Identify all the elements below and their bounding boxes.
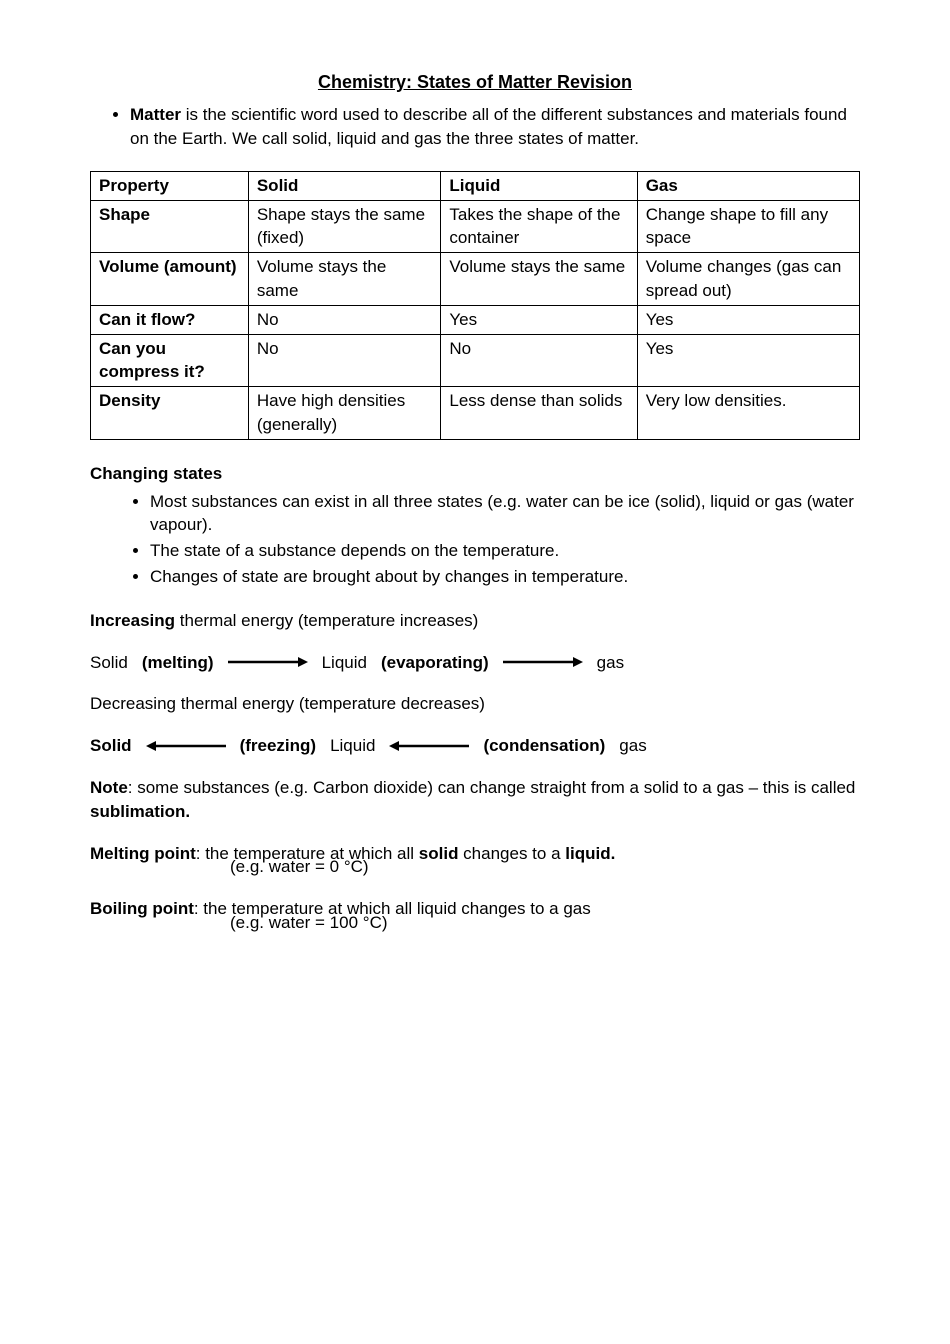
row-label: Volume (amount) [91, 253, 249, 306]
list-item: Most substances can exist in all three s… [150, 490, 860, 538]
th-gas: Gas [637, 171, 859, 200]
table-row: Density Have high densities (generally) … [91, 387, 860, 440]
arrow-left-icon [146, 739, 226, 753]
fwd-solid: Solid [90, 651, 128, 675]
cell: Takes the shape of the container [441, 200, 637, 253]
cell: Volume changes (gas can spread out) [637, 253, 859, 306]
increasing-text: Increasing thermal energy (temperature i… [90, 609, 860, 633]
decreasing-text: Decreasing thermal energy (temperature d… [90, 692, 860, 716]
row-label: Can you compress it? [91, 334, 249, 387]
th-liquid: Liquid [441, 171, 637, 200]
table-row: Shape Shape stays the same (fixed) Takes… [91, 200, 860, 253]
intro-bullet: Matter is the scientific word used to de… [130, 103, 860, 151]
fwd-liquid: Liquid [322, 651, 367, 675]
page-title: Chemistry: States of Matter Revision [90, 70, 860, 95]
list-item: The state of a substance depends on the … [150, 539, 860, 563]
row-label: Density [91, 387, 249, 440]
back-liquid: Liquid [330, 734, 375, 758]
forward-arrow-line: Solid (melting) Liquid (evaporating) gas [90, 651, 860, 675]
arrow-left-icon [389, 739, 469, 753]
row-label: Shape [91, 200, 249, 253]
cell: Volume stays the same [441, 253, 637, 306]
cell: Yes [637, 305, 859, 334]
cell: Shape stays the same (fixed) [248, 200, 441, 253]
arrow-right-icon [228, 655, 308, 669]
table-row: Can you compress it? No No Yes [91, 334, 860, 387]
intro-list: Matter is the scientific word used to de… [90, 103, 860, 151]
list-item: Changes of state are brought about by ch… [150, 565, 860, 589]
cell: Less dense than solids [441, 387, 637, 440]
back-gas: gas [619, 734, 646, 758]
arrow-right-icon [503, 655, 583, 669]
cell: No [441, 334, 637, 387]
fwd-melting: (melting) [142, 651, 214, 675]
table-header-row: Property Solid Liquid Gas [91, 171, 860, 200]
back-freezing: (freezing) [240, 734, 317, 758]
cell: No [248, 305, 441, 334]
table-row: Volume (amount) Volume stays the same Vo… [91, 253, 860, 306]
cell: No [248, 334, 441, 387]
changing-states-list: Most substances can exist in all three s… [90, 490, 860, 589]
back-condensation: (condensation) [483, 734, 605, 758]
fwd-gas: gas [597, 651, 624, 675]
row-label: Can it flow? [91, 305, 249, 334]
cell: Change shape to fill any space [637, 200, 859, 253]
cell: Yes [441, 305, 637, 334]
cell: Very low densities. [637, 387, 859, 440]
cell: Yes [637, 334, 859, 387]
cell: Volume stays the same [248, 253, 441, 306]
th-property: Property [91, 171, 249, 200]
changing-states-heading: Changing states [90, 462, 860, 486]
properties-table: Property Solid Liquid Gas Shape Shape st… [90, 171, 860, 440]
note-text: Note: some substances (e.g. Carbon dioxi… [90, 776, 860, 824]
fwd-evaporating: (evaporating) [381, 651, 489, 675]
th-solid: Solid [248, 171, 441, 200]
table-row: Can it flow? No Yes Yes [91, 305, 860, 334]
cell: Have high densities (generally) [248, 387, 441, 440]
back-solid: Solid [90, 734, 132, 758]
backward-arrow-line: Solid (freezing) Liquid (condensation) g… [90, 734, 860, 758]
